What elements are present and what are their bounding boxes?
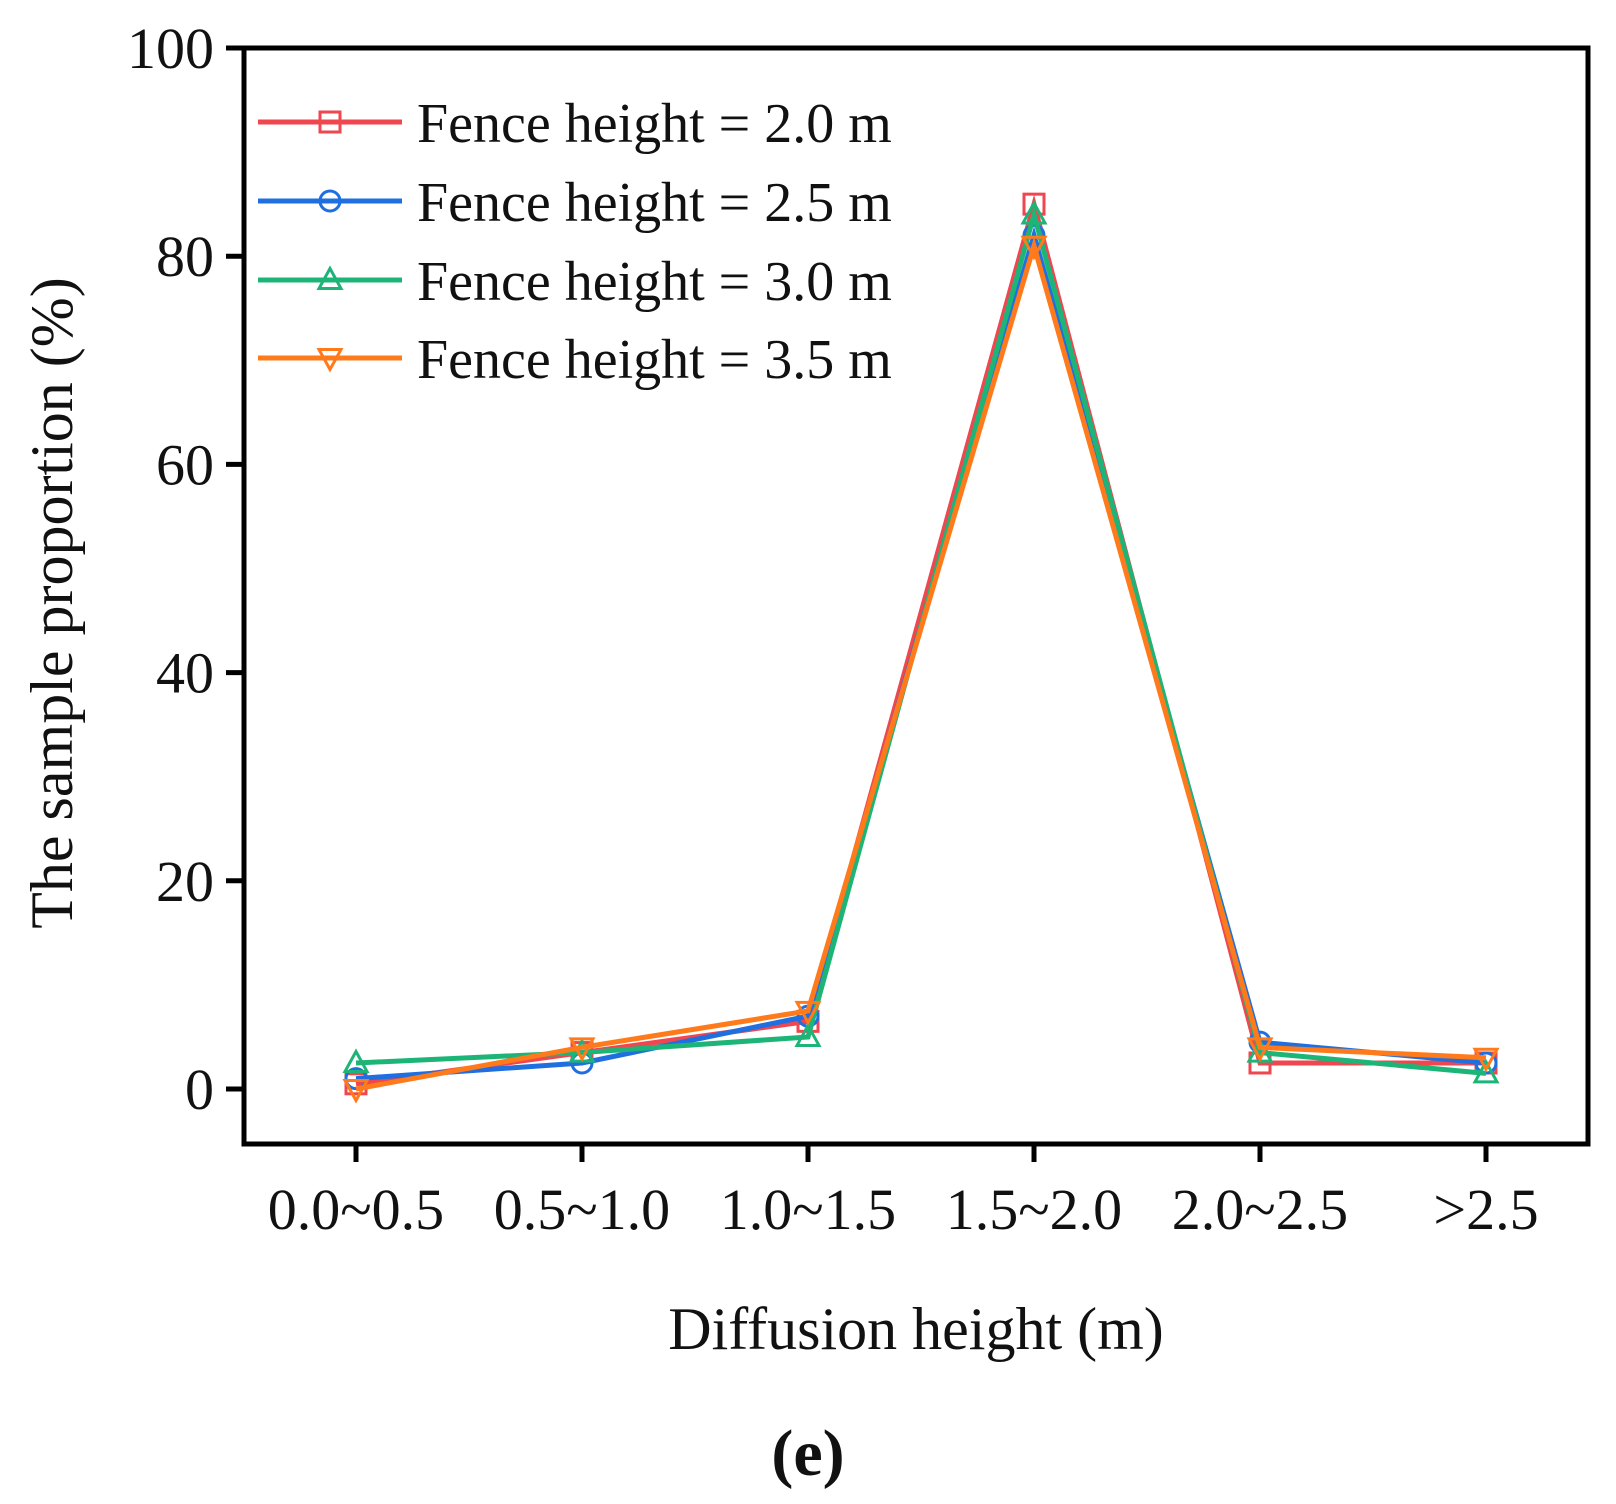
legend-swatch-marker	[318, 110, 342, 134]
legend-item: Fence height = 3.5 m	[258, 329, 892, 391]
series-4	[342, 235, 1500, 1104]
x-tick-label: 1.0~1.5	[720, 1177, 896, 1242]
legend-label: Fence height = 2.5 m	[417, 172, 892, 234]
data-point	[1020, 235, 1048, 261]
y-tick-label: 0	[185, 1057, 214, 1122]
data-point	[1472, 1058, 1500, 1084]
plot-frame	[241, 45, 1591, 1147]
panel-label: (e)	[771, 1417, 844, 1490]
x-tick-label: 0.5~1.0	[494, 1177, 670, 1242]
legend-item: Fence height = 3.0 m	[258, 251, 892, 313]
legend: Fence height = 2.0 m Fence height = 2.5 m…	[258, 93, 892, 391]
y-tick-label: 20	[156, 849, 214, 914]
data-point	[342, 1079, 370, 1104]
legend-label: Fence height = 3.0 m	[417, 251, 892, 313]
x-axis-title: Diffusion height (m)	[668, 1296, 1164, 1362]
x-tick-label: >2.5	[1433, 1177, 1538, 1242]
data-point	[794, 1000, 822, 1026]
legend-swatch-marker	[316, 265, 344, 290]
x-tick-label: 1.5~2.0	[946, 1177, 1122, 1242]
y-tick-label: 40	[156, 641, 214, 706]
series-line	[355, 236, 1487, 1092]
legend-swatch-marker	[318, 189, 342, 213]
legend-item: Fence height = 2.5 m	[258, 172, 892, 234]
y-axis: 0 20 40 60 80 100	[127, 16, 244, 1122]
data-point	[342, 1048, 370, 1073]
data-point	[1472, 1047, 1500, 1073]
y-tick-label: 100	[127, 16, 214, 81]
series-line	[355, 194, 1486, 1087]
data-point	[794, 1022, 822, 1047]
y-axis-title: The sample proportion (%)	[19, 277, 85, 928]
x-axis: 0.0~0.5 0.5~1.0 1.0~1.5 1.5~2.0 2.0~2.5 >2.5	[268, 1144, 1539, 1242]
series-layer	[342, 192, 1500, 1104]
y-tick-label: 60	[156, 432, 214, 497]
legend-item: Fence height = 2.0 m	[258, 93, 892, 155]
legend-label: Fence height = 3.5 m	[417, 329, 892, 391]
x-tick-label: 0.0~0.5	[268, 1177, 444, 1242]
data-point	[1246, 1037, 1274, 1062]
data-point	[1020, 199, 1048, 225]
legend-swatch-marker	[316, 348, 344, 373]
y-tick-label: 80	[156, 224, 214, 289]
data-point	[568, 1037, 596, 1062]
x-tick-label: 2.0~2.5	[1172, 1177, 1348, 1242]
legend-label: Fence height = 2.0 m	[417, 93, 892, 155]
